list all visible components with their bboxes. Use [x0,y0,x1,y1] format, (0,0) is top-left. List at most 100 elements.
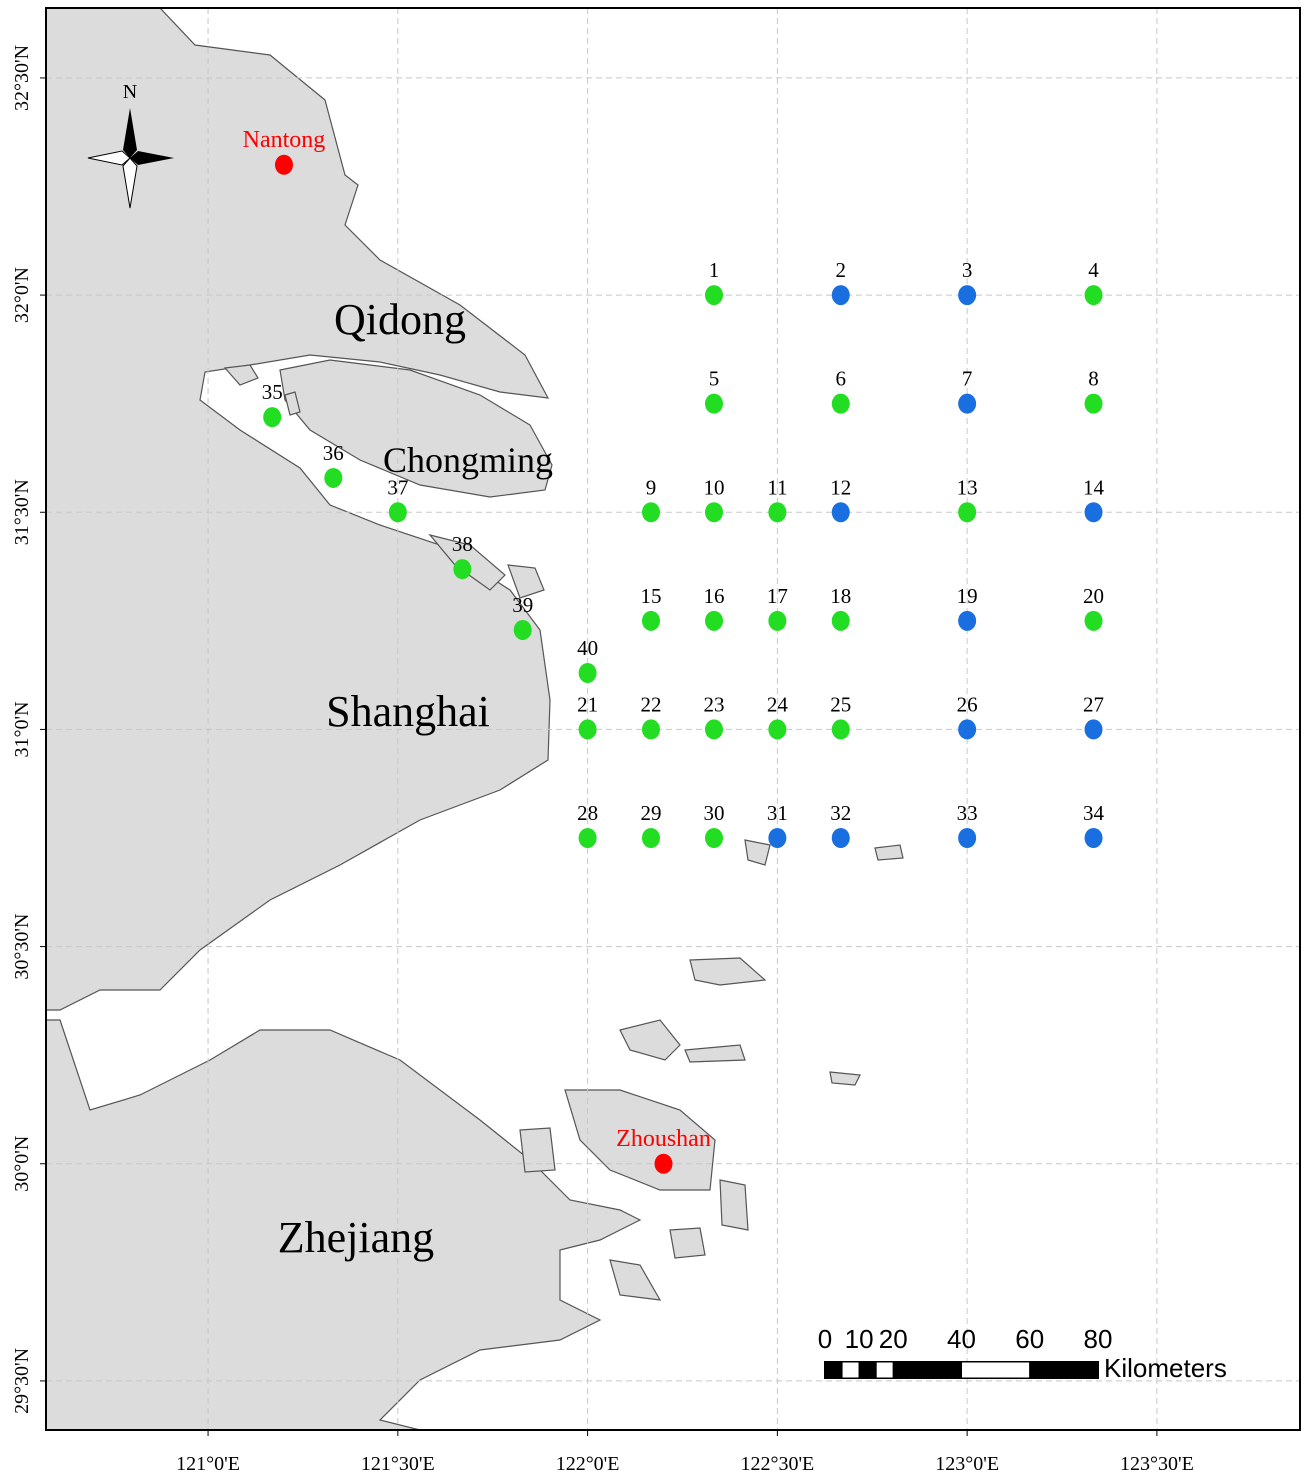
station-dot [453,559,472,580]
y-tick-label: 30°0'N [11,1136,33,1192]
station-label: 21 [577,692,598,716]
place-label: Shanghai [326,687,490,736]
station-dot [958,828,977,849]
zhoushan-island [564,1089,716,1191]
station-dot [1084,719,1103,740]
station-dot [704,285,723,306]
station-label: 2 [836,258,847,282]
jiangsu-shanghai-land [45,7,551,1011]
station-label: 1 [709,258,720,282]
station-label: 14 [1083,475,1105,499]
x-tick-label: 122°30'E [740,1453,814,1475]
station-label: 9 [646,475,657,499]
station-label: 40 [577,636,598,660]
compass-arm [123,108,137,158]
small-island [689,957,767,986]
station-dot [831,502,850,523]
station-dot [704,502,723,523]
station-dot [704,393,723,414]
y-tick-label: 31°30'N [11,479,33,545]
station-dot [641,610,660,631]
station-dot [324,467,343,488]
station-label: 22 [640,692,661,716]
station-dot [831,828,850,849]
chongming-island [279,359,553,498]
station-dot [704,719,723,740]
station-label: 36 [323,441,344,465]
station-dot [768,610,787,631]
station-label: 33 [957,801,978,825]
scale-bar-segment [892,1361,962,1379]
land [45,7,1300,1431]
station-label: 18 [830,584,851,608]
station-dot [641,719,660,740]
small-island [507,564,545,599]
city-dot [654,1153,673,1174]
station-dot [831,285,850,306]
station-label: 7 [962,367,973,391]
station-label: 25 [830,692,851,716]
station-label: 15 [640,584,661,608]
station-dot [578,719,597,740]
station-dot [958,285,977,306]
x-tick-label: 121°30'E [361,1453,435,1475]
y-tick-label: 31°0'N [11,701,33,757]
station-dot [641,502,660,523]
scale-bar-label: 40 [947,1324,976,1354]
small-island [719,1179,749,1231]
compass-arm [130,151,174,165]
station-label: 19 [957,584,978,608]
station-dot [513,619,532,640]
place-label: Qidong [334,295,466,344]
x-tick-label: 122°0'E [556,1453,620,1475]
station-label: 35 [262,380,283,404]
station-dot [958,610,977,631]
station-label: 6 [836,367,847,391]
map-frame [45,7,1301,1431]
station-label: 29 [640,801,661,825]
y-tick-label: 29°30'N [11,1348,33,1414]
scale-bar-segment [875,1361,894,1379]
station-label: 8 [1088,367,1099,391]
scale-bar-segment [961,1361,1031,1379]
scale-bar-segment [841,1361,860,1379]
station-dot [958,393,977,414]
scale-bar-segment [824,1361,843,1379]
small-island [223,364,259,386]
station-label: 28 [577,801,598,825]
station-dot [388,502,407,523]
station-label: 16 [703,584,724,608]
x-tick-label: 121°0'E [176,1453,240,1475]
station-dot [578,662,597,683]
station-label: 30 [703,801,724,825]
station-dot [704,828,723,849]
scale-bar-unit: Kilometers [1104,1353,1227,1383]
city-dot [274,154,293,175]
y-tick-label: 32°0'N [11,267,33,323]
y-tick-label: 30°30'N [11,914,33,980]
station-label: 24 [767,692,789,716]
station-dot [704,610,723,631]
small-island [684,1044,746,1063]
small-island [619,1019,681,1061]
small-island [609,1259,662,1301]
station-label: 32 [830,801,851,825]
station-dot [958,719,977,740]
station-label: 11 [767,475,787,499]
station-label: 27 [1083,692,1104,716]
station-dot [1084,502,1103,523]
station-label: 39 [512,593,533,617]
station-dot [768,719,787,740]
scale-bar-label: 80 [1084,1324,1113,1354]
x-tick-label: 123°0'E [935,1453,999,1475]
station-label: 12 [830,475,851,499]
station-label: 26 [957,692,978,716]
scale-bar-segment [858,1361,877,1379]
station-dot [768,502,787,523]
station-dot [768,828,787,849]
place-label: Zhejiang [278,1213,434,1262]
scale-bar-label: 20 [879,1324,908,1354]
station-label: 20 [1083,584,1104,608]
scale-bar-label: 10 [845,1324,874,1354]
